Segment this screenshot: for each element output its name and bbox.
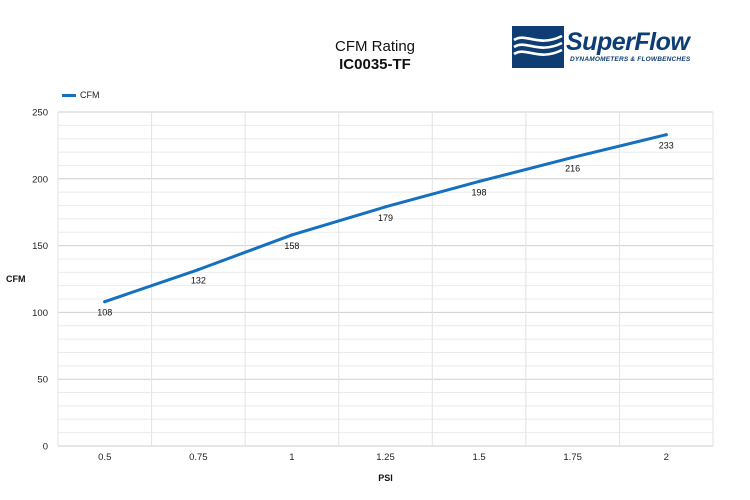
legend: CFM bbox=[62, 90, 100, 100]
data-label: 216 bbox=[565, 163, 580, 173]
data-label: 132 bbox=[191, 276, 206, 286]
data-point bbox=[664, 133, 668, 137]
logo-name: SuperFlow bbox=[566, 28, 690, 56]
data-point bbox=[477, 179, 481, 184]
y-tick-label: 50 bbox=[37, 375, 48, 386]
y-tick-label: 250 bbox=[32, 108, 48, 119]
data-labels: 108 132 158 179 198 216 233 bbox=[97, 141, 673, 318]
x-tick-label: 1.5 bbox=[472, 452, 485, 463]
data-point bbox=[290, 233, 294, 237]
data-point bbox=[383, 205, 388, 209]
legend-label-cfm: CFM bbox=[80, 90, 100, 100]
data-label: 233 bbox=[659, 141, 674, 151]
legend-swatch-cfm bbox=[62, 93, 76, 97]
logo-tagline: DYNAMOMETERS & FLOWBENCHES bbox=[570, 56, 691, 63]
x-tick-label: 1 bbox=[289, 452, 294, 463]
data-label: 179 bbox=[378, 213, 393, 223]
data-label: 198 bbox=[472, 187, 487, 197]
x-axis-title: PSI bbox=[378, 473, 393, 483]
data-point bbox=[196, 268, 200, 272]
data-point bbox=[571, 155, 575, 160]
chart-subtitle: IC0035-TF bbox=[339, 56, 411, 73]
superflow-logo-mark-icon bbox=[512, 26, 564, 68]
x-tick-label: 0.5 bbox=[98, 452, 111, 463]
data-point bbox=[103, 300, 107, 304]
data-label: 158 bbox=[284, 241, 299, 251]
y-tick-label: 100 bbox=[32, 308, 48, 319]
series-layer bbox=[103, 133, 668, 304]
x-tick-label: 2 bbox=[664, 452, 669, 463]
y-tick-label: 0 bbox=[43, 442, 48, 453]
x-tick-label: 1.75 bbox=[563, 452, 582, 463]
y-axis-ticks: 0 50 100 150 200 250 bbox=[32, 108, 48, 453]
title-block: CFM Rating IC0035-TF bbox=[230, 38, 520, 74]
x-axis-ticks: 0.5 0.75 1 1.25 1.5 1.75 2 bbox=[98, 452, 669, 463]
y-axis-title: CFM bbox=[6, 274, 26, 284]
y-tick-label: 150 bbox=[32, 241, 48, 252]
superflow-logo: SuperFlow DYNAMOMETERS & FLOWBENCHES bbox=[512, 26, 722, 70]
grid-lines bbox=[57, 111, 714, 447]
y-tick-label: 200 bbox=[32, 174, 48, 185]
x-tick-label: 0.75 bbox=[189, 452, 208, 463]
data-label: 108 bbox=[97, 308, 112, 318]
chart-title: CFM Rating bbox=[334, 38, 416, 55]
x-tick-label: 1.25 bbox=[376, 452, 395, 463]
